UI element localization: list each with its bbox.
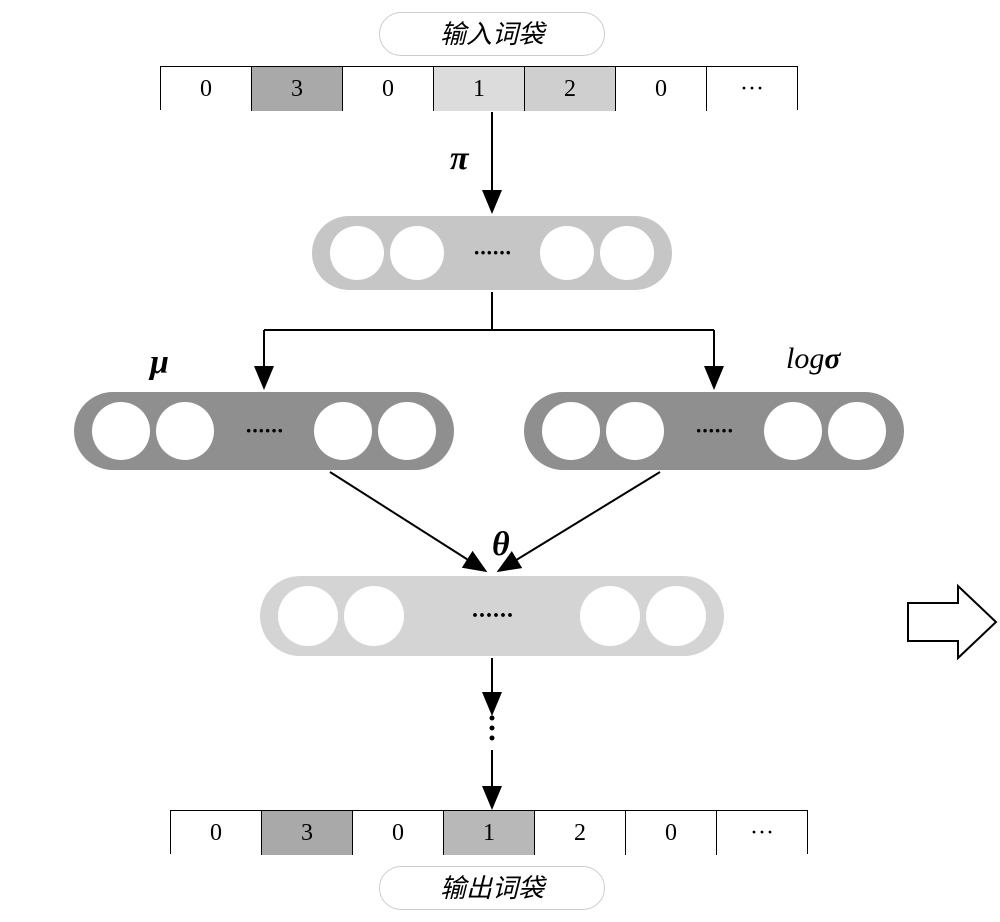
- input-vector: 030120···: [160, 66, 798, 110]
- vector-cell: ···: [717, 811, 807, 855]
- mu-symbol: μ: [150, 344, 169, 381]
- vector-cell: 1: [444, 811, 535, 855]
- neuron-circle: [580, 586, 640, 646]
- mu-layer: ······: [74, 392, 454, 470]
- vector-cell: ···: [707, 67, 797, 111]
- neuron-circle: [646, 586, 706, 646]
- neuron-circle: [344, 586, 404, 646]
- output-title-pill: 输出词袋: [379, 866, 605, 910]
- neuron-dots: ······: [450, 240, 534, 266]
- vector-cell: 0: [616, 67, 707, 111]
- vector-cell: 3: [262, 811, 353, 855]
- output-title-text: 输出词袋: [440, 874, 544, 903]
- vector-cell: 2: [525, 67, 616, 111]
- neuron-circle: [278, 586, 338, 646]
- neuron-circle: [390, 226, 444, 280]
- input-title-pill: 输入词袋: [379, 12, 605, 56]
- neuron-dots: ······: [220, 418, 308, 444]
- neuron-circle: [330, 226, 384, 280]
- neuron-circle: [378, 402, 436, 460]
- neuron-circle: [606, 402, 664, 460]
- vector-cell: 0: [626, 811, 717, 855]
- sigma-layer: ······: [524, 392, 904, 470]
- vector-cell: 2: [535, 811, 626, 855]
- input-title-text: 输入词袋: [440, 20, 544, 49]
- output-vector: 030120···: [170, 810, 808, 854]
- neuron-circle: [828, 402, 886, 460]
- pi-layer: ······: [312, 216, 672, 290]
- pi-label: π: [450, 140, 469, 178]
- neuron-circle: [314, 402, 372, 460]
- vector-cell: 0: [171, 811, 262, 855]
- vector-cell: 1: [434, 67, 525, 111]
- neuron-circle: [156, 402, 214, 460]
- neuron-circle: [542, 402, 600, 460]
- mu-label: μ: [150, 344, 169, 382]
- theta-layer: ······: [260, 576, 724, 656]
- log-text: log: [786, 342, 824, 375]
- logsigma-label: logσ: [786, 342, 841, 376]
- neuron-dots: ······: [670, 418, 758, 444]
- sigma-symbol: σ: [824, 342, 840, 375]
- theta-label: θ: [492, 526, 510, 564]
- neuron-dots: ······: [410, 603, 574, 630]
- theta-symbol: θ: [492, 526, 510, 563]
- pi-symbol: π: [450, 140, 469, 177]
- neuron-circle: [540, 226, 594, 280]
- neuron-circle: [92, 402, 150, 460]
- vector-cell: 3: [252, 67, 343, 111]
- neuron-circle: [600, 226, 654, 280]
- neuron-circle: [764, 402, 822, 460]
- output-block-arrow: [908, 586, 996, 658]
- vector-cell: 0: [161, 67, 252, 111]
- vector-cell: 0: [343, 67, 434, 111]
- vector-cell: 0: [353, 811, 444, 855]
